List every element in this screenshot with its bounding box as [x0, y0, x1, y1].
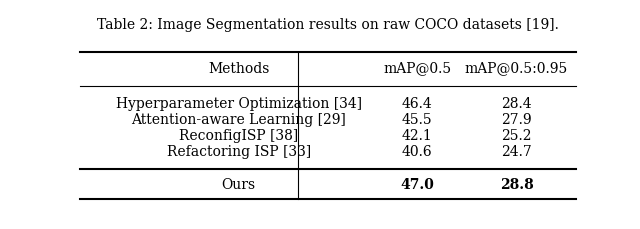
Text: 27.9: 27.9 — [501, 113, 532, 127]
Text: 46.4: 46.4 — [402, 97, 433, 111]
Text: 24.7: 24.7 — [501, 145, 532, 159]
Text: Attention-aware Learning [29]: Attention-aware Learning [29] — [131, 113, 346, 127]
Text: 42.1: 42.1 — [402, 129, 433, 143]
Text: Table 2: Image Segmentation results on raw COCO datasets [19].: Table 2: Image Segmentation results on r… — [97, 18, 559, 32]
Text: 45.5: 45.5 — [402, 113, 433, 127]
Text: Hyperparameter Optimization [34]: Hyperparameter Optimization [34] — [116, 97, 362, 111]
Text: 47.0: 47.0 — [401, 178, 434, 192]
Text: Ours: Ours — [221, 178, 256, 192]
Text: Refactoring ISP [33]: Refactoring ISP [33] — [166, 145, 311, 159]
Text: 25.2: 25.2 — [501, 129, 532, 143]
Text: ReconfigISP [38]: ReconfigISP [38] — [179, 129, 298, 143]
Text: mAP@0.5:0.95: mAP@0.5:0.95 — [465, 62, 568, 76]
Text: 28.8: 28.8 — [500, 178, 533, 192]
Text: mAP@0.5: mAP@0.5 — [383, 62, 451, 76]
Text: Methods: Methods — [208, 62, 269, 76]
Text: 28.4: 28.4 — [501, 97, 532, 111]
Text: 40.6: 40.6 — [402, 145, 433, 159]
